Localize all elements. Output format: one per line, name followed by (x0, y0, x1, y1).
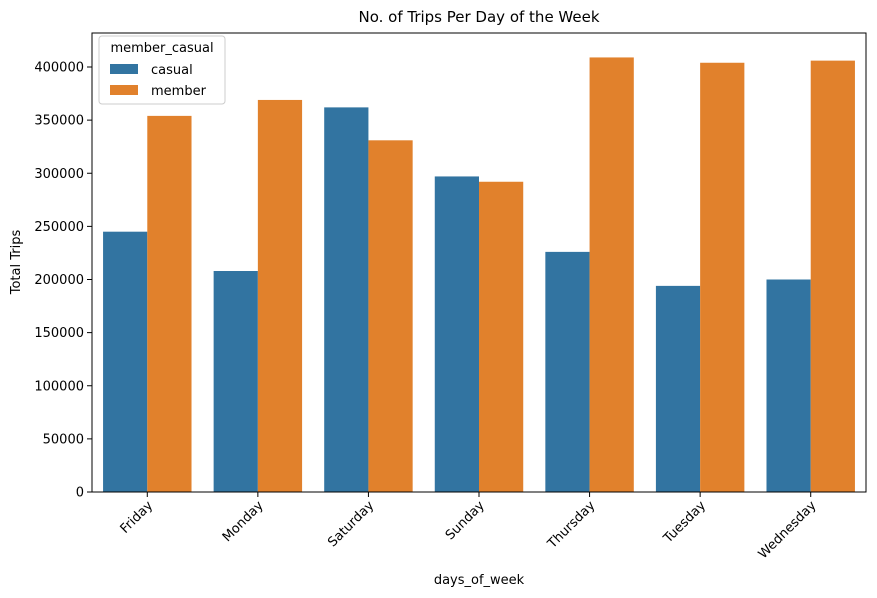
y-tick-label: 350000 (34, 114, 84, 129)
bar-casual-friday (103, 231, 148, 492)
y-axis-title: Total Trips (9, 230, 24, 296)
legend-label-casual: casual (151, 63, 193, 78)
y-tick-label: 400000 (34, 61, 84, 76)
y-axis: 0 50000 100000 150000 200000 250000 300000 3500… (34, 61, 92, 501)
bar-casual-tuesday (655, 285, 701, 493)
legend-title: member_casual (110, 41, 213, 56)
chart-title: No. of Trips Per Day of the Week (358, 8, 599, 26)
legend-swatch-casual (110, 64, 138, 74)
bar-member-monday (257, 99, 303, 492)
x-tick-label: Tuesday (660, 498, 709, 547)
legend-swatch-member (110, 85, 138, 95)
bar-member-saturday (368, 140, 413, 492)
y-tick-label: 300000 (34, 167, 84, 182)
x-axis-title: days_of_week (434, 573, 525, 588)
x-tick-label: Monday (220, 498, 267, 545)
x-axis: Friday Monday Saturday Sunday Thursday Tuesda… (118, 492, 820, 562)
y-tick-label: 150000 (34, 326, 84, 341)
y-tick-label: 250000 (34, 220, 84, 235)
bar-casual-monday (213, 271, 258, 492)
y-tick-label: 100000 (34, 379, 84, 394)
x-tick-label: Sunday (443, 498, 488, 543)
x-tick-label: Wednesday (756, 498, 820, 562)
legend-label-member: member (151, 84, 207, 99)
bars-group (103, 57, 855, 493)
bar-member-friday (147, 115, 192, 493)
x-tick-label: Saturday (325, 498, 377, 550)
bar-member-sunday (479, 181, 524, 492)
bar-member-tuesday (700, 62, 745, 492)
y-tick-label: 0 (76, 486, 84, 501)
bar-member-thursday (589, 57, 634, 492)
legend-items: casual member (110, 63, 207, 99)
bar-member-wednesday (810, 60, 855, 493)
y-tick-label: 50000 (43, 432, 84, 447)
legend: member_casual casual member (98, 35, 226, 105)
x-tick-label: Friday (118, 498, 157, 537)
x-tick-label: Thursday (544, 498, 598, 552)
y-tick-label: 200000 (34, 273, 84, 288)
bar-casual-thursday (545, 251, 590, 493)
bar-casual-wednesday (766, 279, 811, 492)
bar-casual-sunday (434, 176, 479, 492)
bar-casual-saturday (324, 107, 369, 493)
